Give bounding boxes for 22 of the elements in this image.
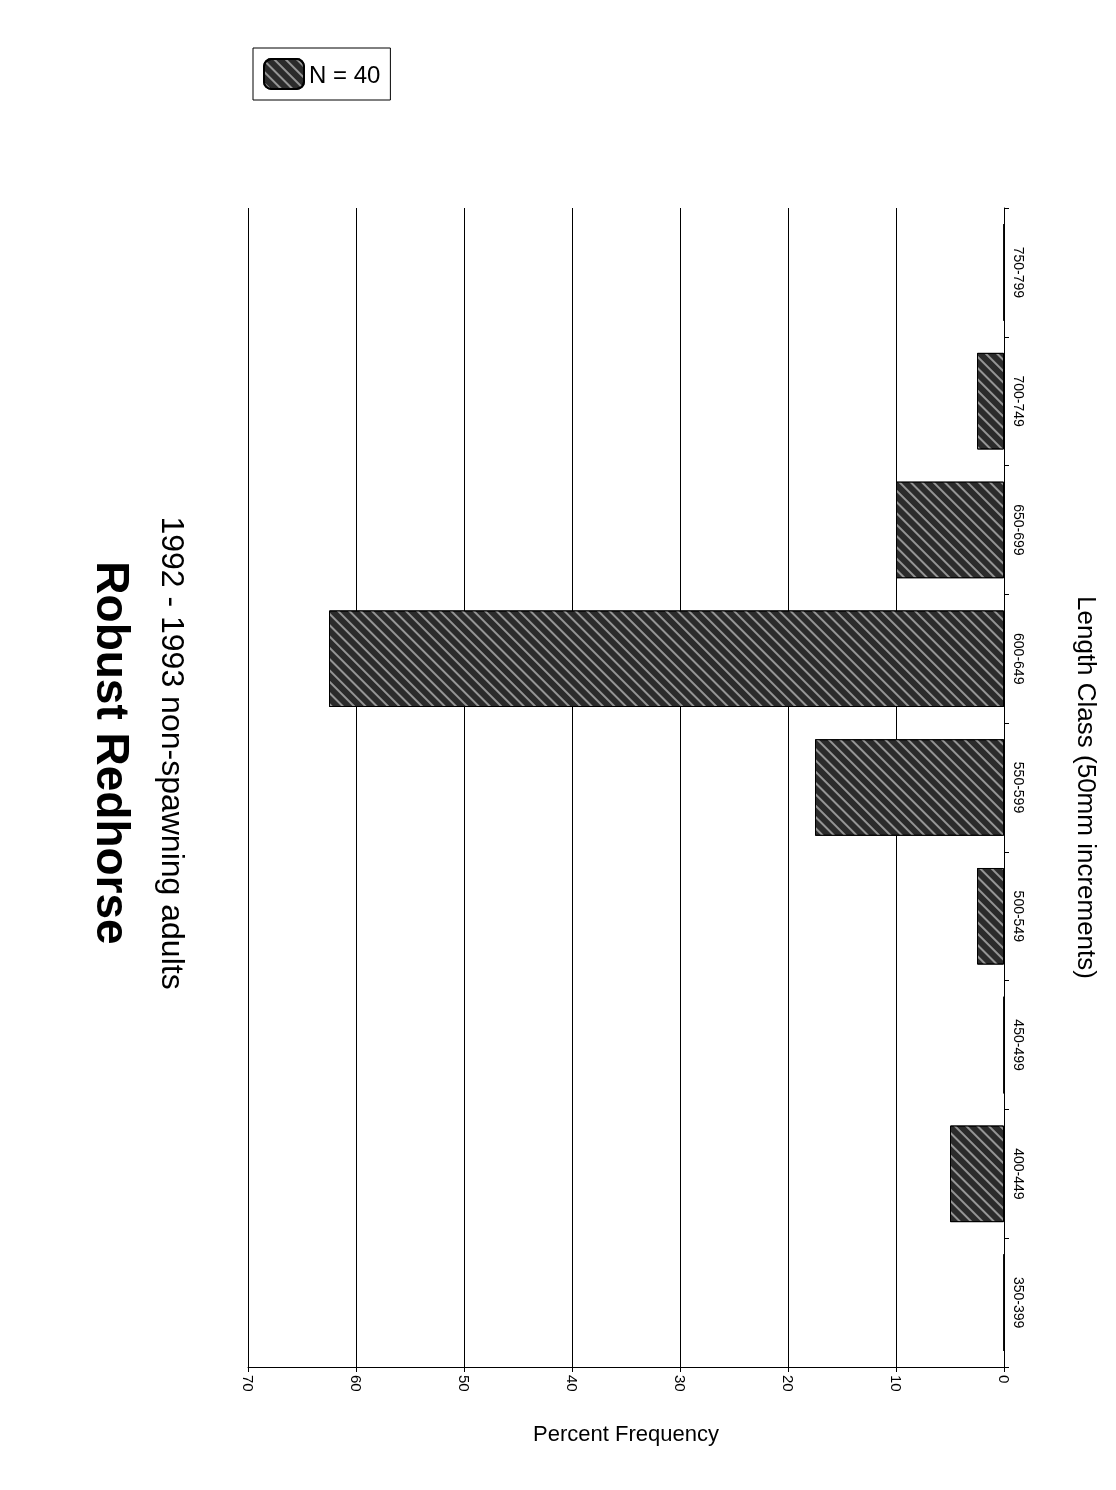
x-tick-label: 10 xyxy=(887,1375,905,1392)
text: Robust Redhorse xyxy=(87,561,139,945)
text: 1992 - 1993 non-spawning adults xyxy=(155,516,191,990)
y-tick-label: 500-549 xyxy=(1011,890,1027,943)
x-tick-label: 0 xyxy=(995,1375,1013,1384)
y-tick-label: 550-599 xyxy=(1011,761,1027,814)
y-tick-label: 650-699 xyxy=(1011,504,1027,556)
y-tick-label: 600-649 xyxy=(1011,633,1027,685)
x-tick-label: 30 xyxy=(671,1375,689,1392)
y-axis-title: Length Class (50mm increments) xyxy=(1072,596,1102,979)
legend-label: N = 40 xyxy=(309,60,381,88)
y-tick-label: 400-449 xyxy=(1011,1148,1027,1200)
y-tick-label: 350-399 xyxy=(1011,1276,1027,1329)
y-tick-label: 700-749 xyxy=(1011,375,1027,428)
x-tick-label: 60 xyxy=(347,1375,365,1392)
x-axis-title: Percent Frequency xyxy=(533,1420,719,1446)
x-tick-label: 50 xyxy=(455,1375,473,1392)
y-tick-label: 450-499 xyxy=(1011,1019,1027,1071)
x-tick-label: 70 xyxy=(239,1375,257,1392)
x-tick-label: 40 xyxy=(563,1375,581,1392)
x-tick-label: 20 xyxy=(779,1375,797,1392)
y-tick-label: 750-799 xyxy=(1011,246,1027,299)
